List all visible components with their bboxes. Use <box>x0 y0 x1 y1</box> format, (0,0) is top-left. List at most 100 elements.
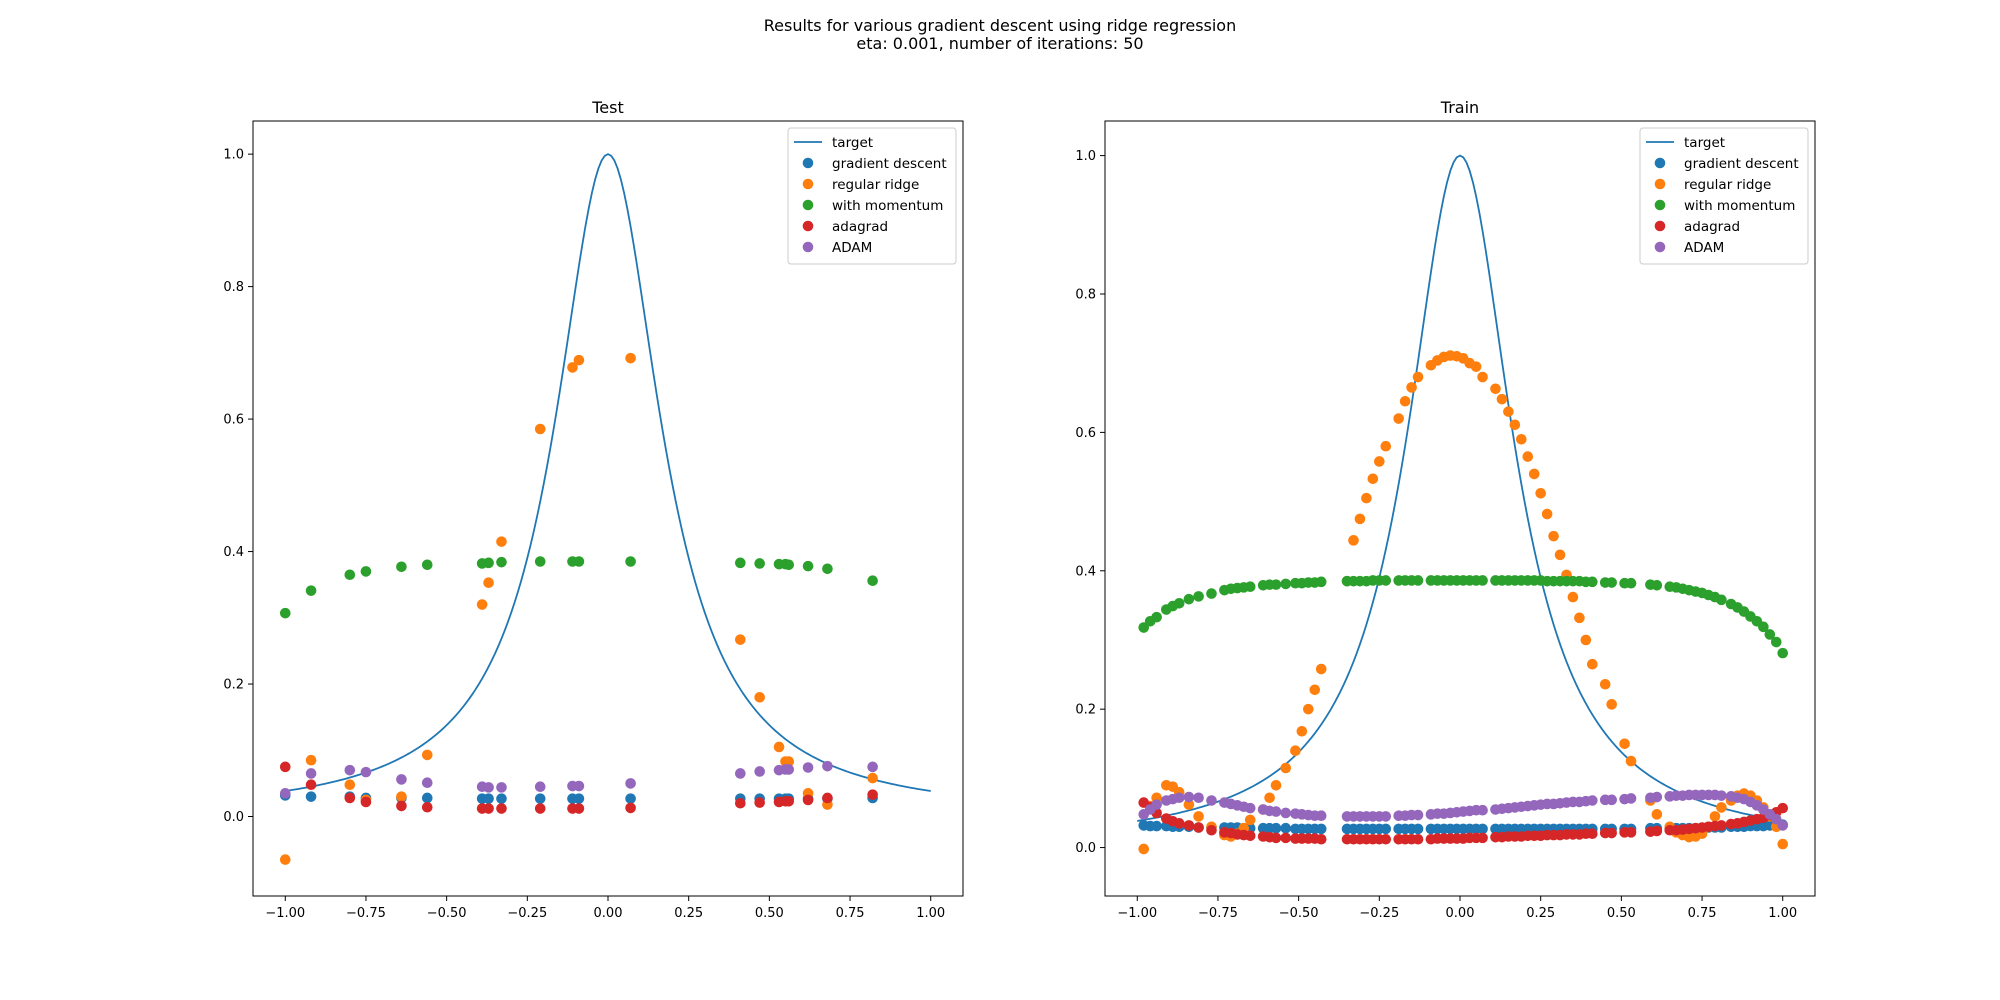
train-point-with-momentum <box>1315 576 1327 588</box>
train-ytick-label: 1.0 <box>1075 149 1096 164</box>
train-point-adam <box>1412 809 1424 821</box>
train-point-regular-ridge <box>1651 809 1663 820</box>
train-point-adagrad <box>1625 827 1637 838</box>
train-point-adam <box>1716 790 1727 801</box>
test-point-gradient-descent <box>496 793 507 804</box>
test-point-with-momentum <box>625 556 636 567</box>
train-point-regular-ridge <box>1399 395 1411 407</box>
test-point-regular-ridge <box>476 599 488 610</box>
train-point-regular-ridge <box>1625 755 1637 767</box>
test-point-with-momentum <box>802 560 814 572</box>
test-legend: target gradient descent regular ridge with … <box>787 127 957 265</box>
train-point-gradient-descent <box>1315 823 1327 835</box>
test-point-adagrad <box>867 789 878 800</box>
test-point-adagrad <box>573 803 585 814</box>
train-point-adam <box>1244 802 1256 814</box>
test-point-regular-ridge <box>773 741 785 753</box>
train-point-regular-ridge <box>1138 843 1150 855</box>
test-point-regular-ridge <box>496 536 507 547</box>
test-point-adagrad <box>360 796 372 808</box>
test-point-adam <box>625 778 636 789</box>
test-point-adam <box>867 761 878 773</box>
train-point-adam <box>1270 806 1282 817</box>
train-point-adam <box>1193 792 1204 804</box>
train-point-with-momentum <box>1380 575 1392 586</box>
test-point-regular-ridge <box>573 354 585 366</box>
test-ytick-label: 0.2 <box>223 678 244 693</box>
test-point-gradient-descent <box>421 792 433 804</box>
train-point-regular-ridge <box>1567 591 1579 603</box>
train-point-with-momentum <box>1151 611 1162 623</box>
train-point-regular-ridge <box>1528 468 1540 480</box>
train-point-adam <box>1173 792 1185 804</box>
test-point-adagrad <box>344 792 356 804</box>
test-legend-label-gradient-descent: gradient descent <box>832 156 947 172</box>
train-point-with-momentum <box>1758 621 1769 633</box>
train-point-adagrad <box>1380 833 1392 845</box>
train-point-adam <box>1651 791 1663 803</box>
train-xtick-label: −0.75 <box>1198 906 1238 921</box>
train-series-regular-ridge <box>1138 350 1789 855</box>
train-point-with-momentum <box>1173 598 1185 609</box>
train-point-adam <box>1777 820 1789 831</box>
train-point-adagrad <box>1412 833 1424 845</box>
test-point-adam <box>360 766 372 778</box>
train-xtick-label: 0.75 <box>1688 906 1717 921</box>
test-series-with-momentum <box>279 556 878 619</box>
test-point-adagrad <box>396 800 407 812</box>
test-point-with-momentum <box>754 558 765 569</box>
test-point-regular-ridge <box>567 362 578 373</box>
train-point-adam <box>1477 804 1488 816</box>
train-point-regular-ridge <box>1777 838 1789 850</box>
test-axes-frame <box>252 120 964 897</box>
train-point-regular-ridge <box>1619 738 1630 750</box>
train-point-regular-ridge <box>1361 492 1372 504</box>
train-point-adagrad <box>1206 824 1217 836</box>
train-point-adam <box>1380 811 1392 822</box>
train-legend-swatch-adam <box>1654 241 1666 253</box>
train-plot-area <box>1137 154 1789 855</box>
train-point-regular-ridge <box>1599 678 1611 690</box>
train-legend-label-gradient-descent: gradient descent <box>1684 156 1799 172</box>
train-point-regular-ridge <box>1516 434 1527 445</box>
test-point-adam <box>279 788 291 799</box>
train-point-regular-ridge <box>1535 487 1546 499</box>
test-point-regular-ridge <box>483 577 494 588</box>
test-legend-swatch-gradient-descent <box>802 157 814 169</box>
train-point-regular-ridge <box>1183 799 1195 810</box>
train-point-adagrad <box>1606 827 1617 839</box>
train-point-regular-ridge <box>1303 703 1314 715</box>
train-point-regular-ridge <box>1709 811 1721 822</box>
train-point-regular-ridge <box>1354 513 1366 525</box>
test-point-with-momentum <box>822 563 833 575</box>
train-legend-box <box>1639 127 1809 265</box>
test-point-with-momentum <box>279 607 291 619</box>
test-legend-label-target: target <box>832 135 873 151</box>
test-point-with-momentum <box>360 566 372 577</box>
train-target-line <box>1137 154 1783 822</box>
train-point-regular-ridge <box>1606 699 1617 710</box>
test-ytick-label: 0.0 <box>223 810 244 825</box>
train-legend-label-regular-ridge: regular ridge <box>1684 177 1771 193</box>
test-point-regular-ridge <box>867 772 878 784</box>
test-legend-label-with-momentum: with momentum <box>832 198 943 214</box>
test-xtick-label: 0.00 <box>594 906 623 921</box>
train-point-regular-ridge <box>1587 658 1598 670</box>
test-point-adam <box>754 766 765 777</box>
train-point-adam <box>1183 791 1195 803</box>
test-series-adagrad <box>279 761 878 814</box>
train-series-adam <box>1138 789 1789 831</box>
train-point-adagrad <box>1315 833 1327 845</box>
test-legend-label-adagrad: adagrad <box>832 219 888 235</box>
test-legend-label-regular-ridge: regular ridge <box>832 177 919 193</box>
train-point-regular-ridge <box>1309 684 1321 696</box>
train-point-adagrad <box>1173 818 1185 829</box>
test-xtick-label: −1.00 <box>265 906 305 921</box>
train-legend-swatch-adagrad <box>1654 220 1666 232</box>
test-target-line <box>285 153 931 792</box>
train-legend-swatch-gradient-descent <box>1654 157 1666 169</box>
test-point-with-momentum <box>534 556 546 567</box>
train-point-regular-ridge <box>1270 779 1282 791</box>
train-legend-label-with-momentum: with momentum <box>1684 198 1795 214</box>
